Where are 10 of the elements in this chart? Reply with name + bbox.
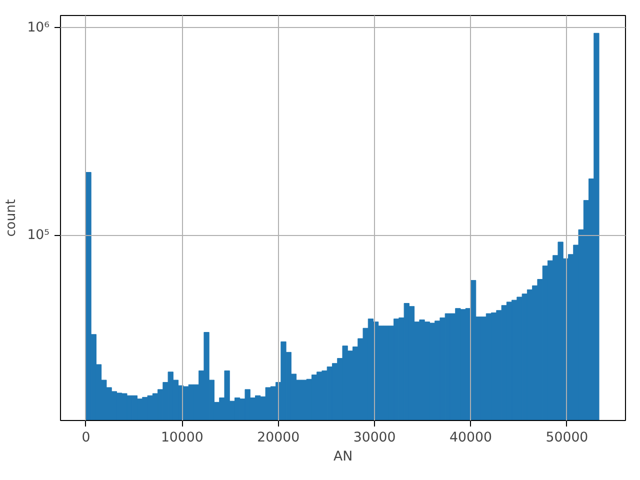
x-tick-label: 10000 <box>160 430 204 446</box>
x-tick-label: 40000 <box>450 430 492 446</box>
x-tick-label: 30000 <box>353 430 396 446</box>
y-tick-label: 10⁵ <box>27 228 50 244</box>
x-tick-label: 20000 <box>257 430 300 446</box>
x-tick-label: 0 <box>82 430 90 446</box>
y-tick-label: 10⁶ <box>27 20 50 36</box>
x-tick-label: 50000 <box>546 430 588 446</box>
y-axis-title: count <box>4 199 20 237</box>
x-axis-title: AN <box>333 450 353 464</box>
